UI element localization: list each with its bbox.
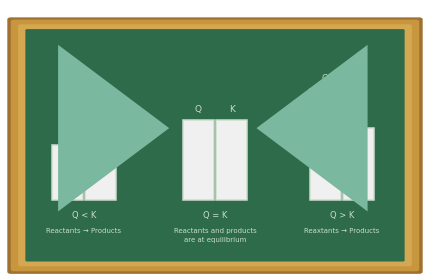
Text: Q = K: Q = K <box>203 211 227 220</box>
Bar <box>183 120 214 200</box>
Text: Reaxtants → Products: Reaxtants → Products <box>304 228 380 234</box>
Text: Q: Q <box>64 130 71 139</box>
FancyBboxPatch shape <box>7 17 423 274</box>
FancyBboxPatch shape <box>18 24 412 266</box>
Text: K: K <box>229 105 235 114</box>
Text: K: K <box>356 113 362 122</box>
Bar <box>310 89 341 200</box>
Text: Q: Q <box>195 105 202 114</box>
Text: Q: Q <box>322 74 329 83</box>
Bar <box>85 110 116 200</box>
Text: K: K <box>98 95 104 104</box>
Bar <box>52 145 83 200</box>
Text: Q < K: Q < K <box>72 211 96 220</box>
Text: Q > K: Q > K <box>330 211 354 220</box>
Text: Reactants and products
are at equilibrium: Reactants and products are at equilibriu… <box>174 228 256 243</box>
Bar <box>216 120 247 200</box>
FancyBboxPatch shape <box>11 20 419 271</box>
Text: Reactants → Products: Reactants → Products <box>46 228 121 234</box>
FancyBboxPatch shape <box>25 29 405 262</box>
Bar <box>343 128 374 200</box>
